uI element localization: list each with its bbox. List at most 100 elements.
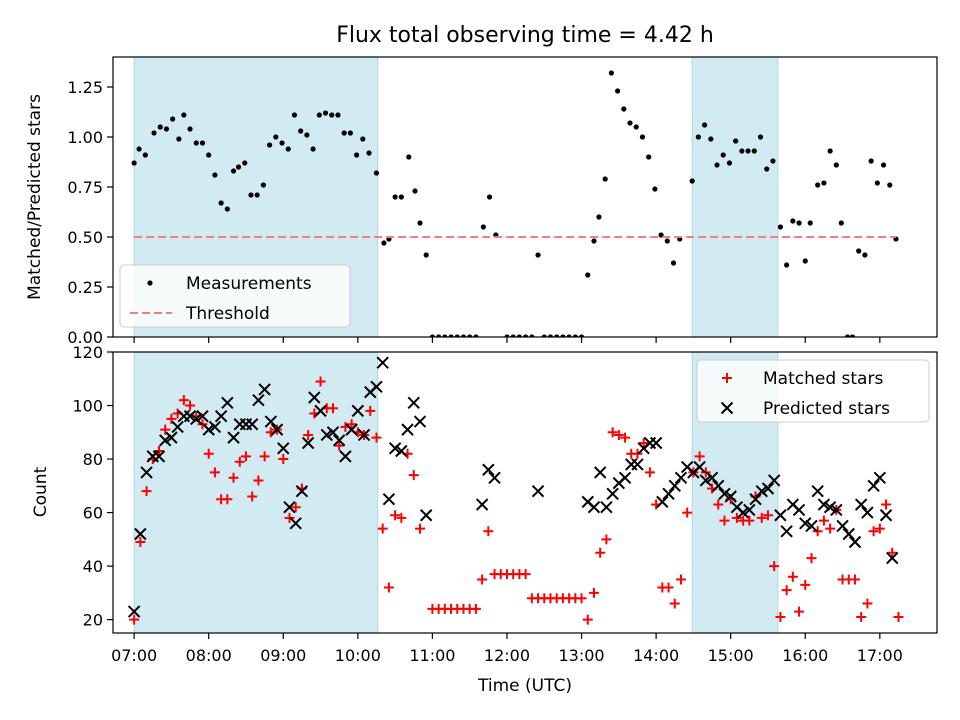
matched-star-point xyxy=(781,585,792,596)
measurement-point xyxy=(868,158,874,164)
measurement-point xyxy=(473,334,479,337)
matched-star-point xyxy=(874,523,885,534)
matched-star-point xyxy=(800,579,811,590)
measurement-point xyxy=(844,334,851,337)
measurement-point xyxy=(366,150,372,156)
measurement-point xyxy=(621,106,627,112)
predicted-star-point xyxy=(848,535,862,549)
y-axis-label: Matched/Predicted stars xyxy=(25,94,45,300)
predicted-star-point xyxy=(140,466,153,479)
matched-star-point xyxy=(818,515,829,526)
measurement-point xyxy=(585,272,591,278)
predicted-star-point xyxy=(395,444,408,458)
measurement-point xyxy=(454,334,460,337)
chart-title: Flux total observing time = 4.42 h xyxy=(336,23,714,48)
measurement-point xyxy=(504,334,510,337)
measurement-point xyxy=(381,240,387,246)
predicted-star-point xyxy=(662,487,675,501)
predicted-star-point xyxy=(668,479,681,493)
measurement-point xyxy=(764,166,770,172)
matched-star-point xyxy=(862,598,873,609)
y-tick-label: 1.00 xyxy=(67,128,103,147)
predicted-star-point xyxy=(631,458,644,471)
measurement-point xyxy=(322,110,329,116)
predicted-star-point xyxy=(202,423,215,436)
predicted-star-point xyxy=(165,431,178,444)
measurement-point xyxy=(254,192,260,198)
matched-star-point xyxy=(129,614,140,625)
predicted-star-point xyxy=(382,492,396,506)
measurement-point xyxy=(802,258,808,264)
measurement-point xyxy=(596,214,602,220)
matched-star-point xyxy=(278,454,289,465)
measurement-point xyxy=(193,140,199,146)
measurement-point xyxy=(523,334,529,337)
measurement-point xyxy=(639,134,646,140)
measurement-point xyxy=(602,176,608,182)
measurement-point xyxy=(151,130,157,136)
x-tick-label: 14:00 xyxy=(633,646,679,665)
y-axis: 0.00 0.25 0.50 0.75 1.00 1.25 xyxy=(67,78,113,347)
measurement-point xyxy=(652,186,658,192)
predicted-star-point xyxy=(308,391,321,404)
predicted-star-point xyxy=(183,410,197,423)
x-tick-label: 10:00 xyxy=(335,646,381,665)
measurement-point xyxy=(273,134,279,140)
measurement-point xyxy=(176,136,182,142)
matched-star-point xyxy=(887,547,898,558)
measurement-point xyxy=(224,206,230,212)
predicted-star-point xyxy=(326,426,340,439)
measurement-point xyxy=(329,112,335,118)
predicted-star-point xyxy=(587,501,601,514)
predicted-star-point xyxy=(339,450,352,463)
measurement-point xyxy=(614,88,621,94)
measurement-point xyxy=(242,160,248,166)
matched-star-point xyxy=(775,611,786,622)
measurement-point xyxy=(316,112,322,118)
measurement-point xyxy=(442,334,448,337)
measurement-point xyxy=(566,334,572,337)
measurement-point xyxy=(670,260,677,266)
measurement-point xyxy=(572,334,578,337)
matched-star-point xyxy=(371,432,382,443)
count-series xyxy=(127,356,904,625)
predicted-star-point xyxy=(289,517,302,530)
predicted-star-point xyxy=(649,436,663,450)
x-tick-label: 11:00 xyxy=(409,646,455,665)
measurement-point xyxy=(862,252,868,258)
measurement-point xyxy=(856,248,862,254)
matched-star-point xyxy=(806,553,817,564)
measurement-point xyxy=(157,124,163,130)
measurement-point xyxy=(516,334,523,337)
measurement-point xyxy=(689,178,695,184)
predicted-star-point xyxy=(811,484,824,498)
measurement-point xyxy=(627,120,633,126)
measurement-point xyxy=(578,334,585,337)
matched-star-point xyxy=(607,427,618,438)
measurement-point xyxy=(187,126,193,132)
matched-star-point xyxy=(756,512,767,523)
y-tick-label: 20 xyxy=(83,611,103,630)
measurement-point xyxy=(751,148,757,154)
measurement-point xyxy=(701,122,708,128)
measurement-point xyxy=(739,148,745,154)
predicted-star-point xyxy=(767,474,781,487)
predicted-star-point xyxy=(264,415,278,428)
predicted-star-point xyxy=(345,423,358,436)
measurement-point xyxy=(880,162,887,168)
y-axis-label: Count xyxy=(31,466,51,517)
matched-star-point xyxy=(620,432,631,443)
predicted-star-point xyxy=(221,396,234,410)
matched-star-point xyxy=(700,467,711,478)
predicted-star-point xyxy=(805,519,818,533)
measurement-point xyxy=(646,154,652,160)
x-tick-label: 17:00 xyxy=(857,646,903,665)
measurement-point xyxy=(757,134,764,140)
matched-star-point xyxy=(632,448,643,459)
predicted-star-point xyxy=(301,436,315,450)
matched-star-point xyxy=(408,470,419,481)
matched-star-point xyxy=(663,582,674,593)
predicted-star-point xyxy=(152,450,166,463)
measurement-point xyxy=(260,182,266,188)
measurement-point xyxy=(412,188,418,194)
